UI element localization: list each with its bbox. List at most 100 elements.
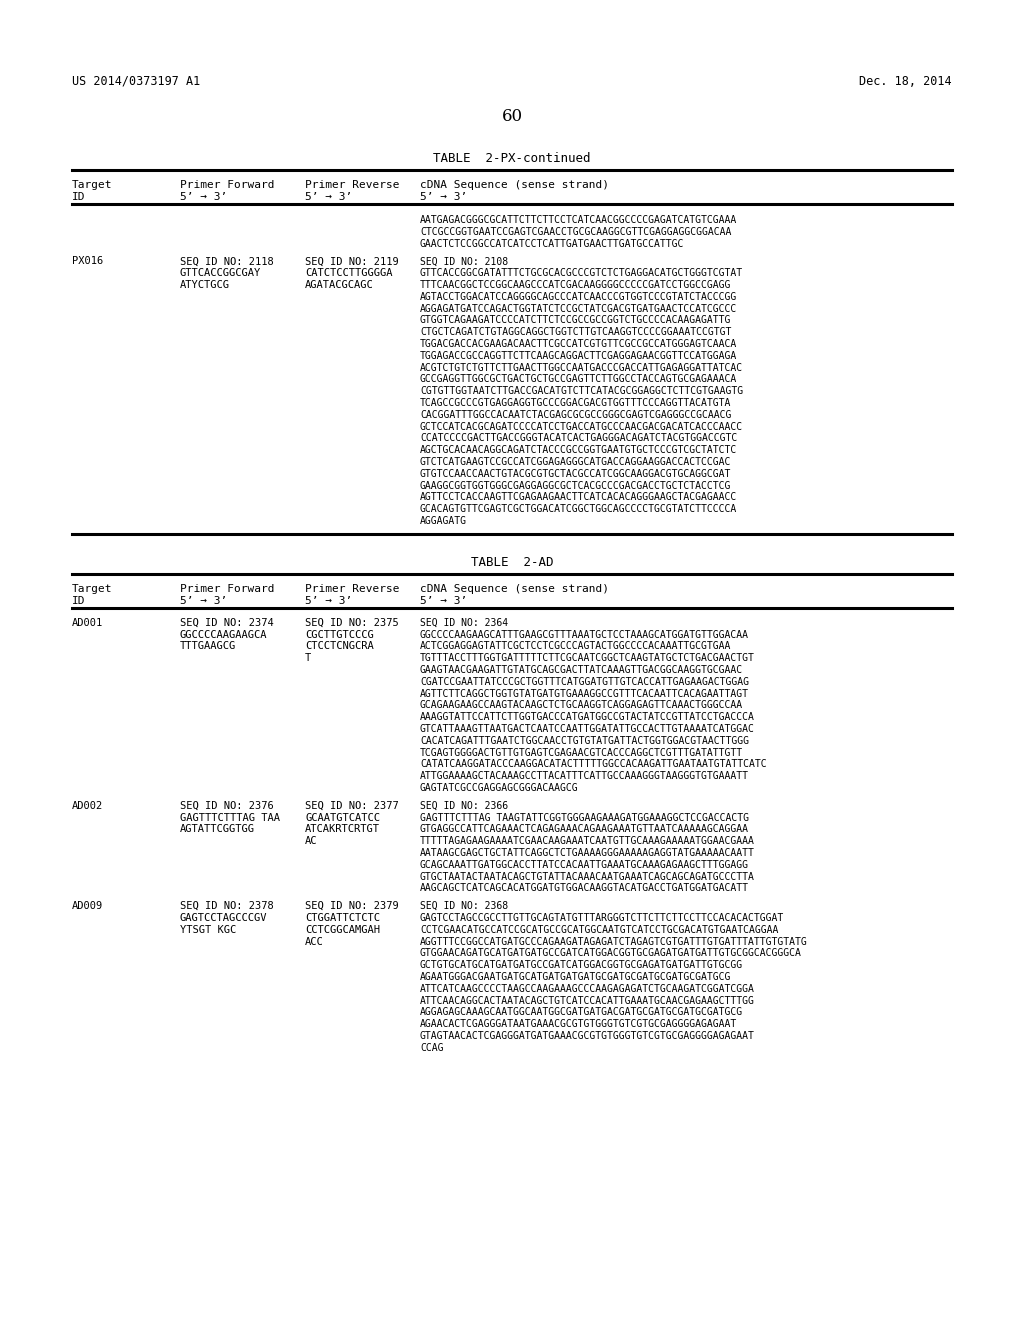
- Text: TGTTTACCTTTGGTGATTTTTCTTCGCAATCGGCTCAAGTATGCTCTGACGAACTGT: TGTTTACCTTTGGTGATTTTTCTTCGCAATCGGCTCAAGT…: [420, 653, 755, 663]
- Text: SEQ ID NO: 2375: SEQ ID NO: 2375: [305, 618, 398, 628]
- Text: ID: ID: [72, 595, 85, 606]
- Text: CTCCTCNGCRA: CTCCTCNGCRA: [305, 642, 374, 651]
- Text: ACGTCTGTCTGTTCTTGAACTTGGCCAATGACCCGACCATTGAGAGGATTATCAC: ACGTCTGTCTGTTCTTGAACTTGGCCAATGACCCGACCAT…: [420, 363, 743, 372]
- Text: GAGTCCTAGCCCGV: GAGTCCTAGCCCGV: [180, 913, 267, 923]
- Text: SEQ ID NO: 2379: SEQ ID NO: 2379: [305, 902, 398, 911]
- Text: SEQ ID NO: 2366: SEQ ID NO: 2366: [420, 801, 508, 810]
- Text: AGTATTCGGTGG: AGTATTCGGTGG: [180, 825, 255, 834]
- Text: Primer Reverse: Primer Reverse: [305, 583, 399, 594]
- Text: SEQ ID NO: 2118: SEQ ID NO: 2118: [180, 256, 273, 267]
- Text: ACTCGGAGGAGTATTCGCTCCTCGCCCAGTACTGGCCCCACAAATTGCGTGAA: ACTCGGAGGAGTATTCGCTCCTCGCCCAGTACTGGCCCCA…: [420, 642, 731, 651]
- Text: YTSGT KGC: YTSGT KGC: [180, 925, 237, 935]
- Text: CCATCCCCGACTTGACCGGGTACATCACTGAGGGACAGATCTACGTGGACCGTC: CCATCCCCGACTTGACCGGGTACATCACTGAGGGACAGAT…: [420, 433, 737, 444]
- Text: 5’ → 3’: 5’ → 3’: [420, 595, 467, 606]
- Text: SEQ ID NO: 2119: SEQ ID NO: 2119: [305, 256, 398, 267]
- Text: PX016: PX016: [72, 256, 103, 267]
- Text: GCAATGTCATCC: GCAATGTCATCC: [305, 813, 380, 822]
- Text: 60: 60: [502, 108, 522, 125]
- Text: TCGAGTGGGGACTGTTGTGAGTCGAGAACGTCACCCAGGCTCGTTTGATATTGTT: TCGAGTGGGGACTGTTGTGAGTCGAGAACGTCACCCAGGC…: [420, 747, 743, 758]
- Text: CTCGCCGGTGAATCCGAGTCGAACCTGCGCAAGGCGTTCGAGGAGGCGGACAA: CTCGCCGGTGAATCCGAGTCGAACCTGCGCAAGGCGTTCG…: [420, 227, 731, 236]
- Text: GTCATTAAAGTTAATGACTCAATCCAATTGGATATTGCCACTTGTAAAATCATGGAC: GTCATTAAAGTTAATGACTCAATCCAATTGGATATTGCCA…: [420, 723, 755, 734]
- Text: 5’ → 3’: 5’ → 3’: [180, 191, 227, 202]
- Text: CCTCGAACATGCCATCCGCATGCCGCATGGCAATGTCATCCTGCGACATGTGAATCAGGAA: CCTCGAACATGCCATCCGCATGCCGCATGGCAATGTCATC…: [420, 925, 778, 935]
- Text: CTGGATTCTCTC: CTGGATTCTCTC: [305, 913, 380, 923]
- Text: 5’ → 3’: 5’ → 3’: [305, 595, 352, 606]
- Text: GAGTATCGCCGAGGAGCGGGACAAGCG: GAGTATCGCCGAGGAGCGGGACAAGCG: [420, 783, 579, 793]
- Text: 5’ → 3’: 5’ → 3’: [420, 191, 467, 202]
- Text: TTTCAACGGCTCCGGCAAGCCCATCGACAAGGGGCCCCCGATCCTGGCCGAGG: TTTCAACGGCTCCGGCAAGCCCATCGACAAGGGGCCCCCG…: [420, 280, 731, 290]
- Text: SEQ ID NO: 2376: SEQ ID NO: 2376: [180, 801, 273, 810]
- Text: Dec. 18, 2014: Dec. 18, 2014: [859, 75, 952, 88]
- Text: AGAATGGGACGAATGATGCATGATGATGATGCGATGCGATGCGATGCGATGCG: AGAATGGGACGAATGATGCATGATGATGATGCGATGCGAT…: [420, 972, 731, 982]
- Text: CACATCAGATTTGAATCTGGCAACCTGTGTATGATTACTGGTGGACGTAACTTGGG: CACATCAGATTTGAATCTGGCAACCTGTGTATGATTACTG…: [420, 735, 749, 746]
- Text: AGTTCCTCACCAAGTTCGAGAAGAACTTCATCACACAGGGAAGCTACGAGAACC: AGTTCCTCACCAAGTTCGAGAAGAACTTCATCACACAGGG…: [420, 492, 737, 503]
- Text: GTAGTAACACTCGAGGGATGATGAAACGCGTGTGGGTGTCGTGCGAGGGGAGAGAAT: GTAGTAACACTCGAGGGATGATGAAACGCGTGTGGGTGTC…: [420, 1031, 755, 1041]
- Text: GTTCACCGGCGAY: GTTCACCGGCGAY: [180, 268, 261, 279]
- Text: AGGAGATG: AGGAGATG: [420, 516, 467, 525]
- Text: CATATCAAGGATACCCAAGGACATACTTTTTGGCCACAAGATTGAATAATGTATTCATC: CATATCAAGGATACCCAAGGACATACTTTTTGGCCACAAG…: [420, 759, 767, 770]
- Text: AGGAGAGCAAAGCAATGGCAATGGCGATGATGACGATGCGATGCGATGCGATGCG: AGGAGAGCAAAGCAATGGCAATGGCGATGATGACGATGCG…: [420, 1007, 743, 1018]
- Text: GAAGTAACGAAGATTGTATGCAGCGACTTATCAAAGTTGACGGCAAGGTGCGAAC: GAAGTAACGAAGATTGTATGCAGCGACTTATCAAAGTTGA…: [420, 665, 743, 675]
- Text: SEQ ID NO: 2377: SEQ ID NO: 2377: [305, 801, 398, 810]
- Text: ATTCATCAAGCCCCTAAGCCAAGAAAGCCCAAGAGAGATCTGCAAGATCGGATCGGA: ATTCATCAAGCCCCTAAGCCAAGAAAGCCCAAGAGAGATC…: [420, 983, 755, 994]
- Text: AGCTGCACAACAGGCAGATCTACCCGCCGGTGAATGTGCTCCCGTCGCTATCTC: AGCTGCACAACAGGCAGATCTACCCGCCGGTGAATGTGCT…: [420, 445, 737, 455]
- Text: AGGAGATGATCCAGACTGGTATCTCCGCTATCGACGTGATGAACTCCATCGCCC: AGGAGATGATCCAGACTGGTATCTCCGCTATCGACGTGAT…: [420, 304, 737, 314]
- Text: CCAG: CCAG: [420, 1043, 443, 1053]
- Text: CCTCGGCAMGAH: CCTCGGCAMGAH: [305, 925, 380, 935]
- Text: TCAGCCGCCCGTGAGGAGGTGCCCGGACGACGTGGTTTCCCAGGTTACATGTA: TCAGCCGCCCGTGAGGAGGTGCCCGGACGACGTGGTTTCC…: [420, 399, 731, 408]
- Text: GCAGAAGAAGCCAAGTACAAGCTCTGCAAGGTCAGGAGAGTTCAAACTGGGCCAA: GCAGAAGAAGCCAAGTACAAGCTCTGCAAGGTCAGGAGAG…: [420, 701, 743, 710]
- Text: AGTACCTGGACATCCAGGGGCAGCCCATCAACCCGTGGTCCCGTATCTACCCGG: AGTACCTGGACATCCAGGGGCAGCCCATCAACCCGTGGTC…: [420, 292, 737, 302]
- Text: TGGAGACCGCCAGGTTCTTCAAGCAGGACTTCGAGGAGAACGGTTCCATGGAGA: TGGAGACCGCCAGGTTCTTCAAGCAGGACTTCGAGGAGAA…: [420, 351, 737, 360]
- Text: AD002: AD002: [72, 801, 103, 810]
- Text: GTGAGGCCATTCAGAAACTCAGAGAAACAGAAGAAATGTTAATCAAAAAGCAGGAA: GTGAGGCCATTCAGAAACTCAGAGAAACAGAAGAAATGTT…: [420, 825, 749, 834]
- Text: GAGTTTCTTTAG TAAGTATTCGGTGGGAAGAAAGATGGAAAGGCTCCGACCACTG: GAGTTTCTTTAG TAAGTATTCGGTGGGAAGAAAGATGGA…: [420, 813, 749, 822]
- Text: ATTCAACAGGCACTAATACAGCTGTCATCCACATTGAAATGCAACGAGAAGCTTTGG: ATTCAACAGGCACTAATACAGCTGTCATCCACATTGAAAT…: [420, 995, 755, 1006]
- Text: TABLE  2-PX-continued: TABLE 2-PX-continued: [433, 152, 591, 165]
- Text: GTGGTCAGAAGATCCCCATCTTCTCCGCCGCCGGTCTGCCCCACAAGAGATTG: GTGGTCAGAAGATCCCCATCTTCTCCGCCGCCGGTCTGCC…: [420, 315, 731, 326]
- Text: Primer Forward: Primer Forward: [180, 180, 274, 190]
- Text: AATGAGACGGGCGCATTCTTCTTCCTCATCAACGGCCCCGAGATCATGTCGAAA: AATGAGACGGGCGCATTCTTCTTCCTCATCAACGGCCCCG…: [420, 215, 737, 224]
- Text: GAAGGCGGTGGTGGGCGAGGAGGCGCTCACGCCCGACGACCTGCTCTACCTCG: GAAGGCGGTGGTGGGCGAGGAGGCGCTCACGCCCGACGAC…: [420, 480, 731, 491]
- Text: AGATACGCAGC: AGATACGCAGC: [305, 280, 374, 290]
- Text: Target: Target: [72, 180, 113, 190]
- Text: CATCTCCTTGGGGA: CATCTCCTTGGGGA: [305, 268, 392, 279]
- Text: GAGTCCTAGCCGCCTTGTTGCAGTATGTTTARGGGTCTTCTTCTTCCTTCCACACACTGGAT: GAGTCCTAGCCGCCTTGTTGCAGTATGTTTARGGGTCTTC…: [420, 913, 784, 923]
- Text: AGTTCTTCAGGCTGGTGTATGATGTGAAAGGCCGTTTCACAATTCACAGAATTAGT: AGTTCTTCAGGCTGGTGTATGATGTGAAAGGCCGTTTCAC…: [420, 689, 749, 698]
- Text: ID: ID: [72, 191, 85, 202]
- Text: SEQ ID NO: 2364: SEQ ID NO: 2364: [420, 618, 508, 628]
- Text: CGTGTTGGTAATCTTGACCGACATGTCTTCATACGCGGAGGCTCTTCGTGAAGTG: CGTGTTGGTAATCTTGACCGACATGTCTTCATACGCGGAG…: [420, 387, 743, 396]
- Text: GGCCCCAAGAAGCATTTGAAGCGTTTAAATGCTCCTAAAGCATGGATGTTGGACAA: GGCCCCAAGAAGCATTTGAAGCGTTTAAATGCTCCTAAAG…: [420, 630, 749, 640]
- Text: GTGGAACAGATGCATGATGATGCCGATCATGGACGGTGCGAGATGATGATTGTGCGGCACGGGCA: GTGGAACAGATGCATGATGATGCCGATCATGGACGGTGCG…: [420, 948, 802, 958]
- Text: GCCGAGGTTGGCGCTGACTGCTGCCGAGTTCTTGGCCTACCAGTGCGAGAAACA: GCCGAGGTTGGCGCTGACTGCTGCCGAGTTCTTGGCCTAC…: [420, 375, 737, 384]
- Text: SEQ ID NO: 2374: SEQ ID NO: 2374: [180, 618, 273, 628]
- Text: CGCTTGTCCCG: CGCTTGTCCCG: [305, 630, 374, 640]
- Text: AAAGGTATTCCATTCTTGGTGACCCATGATGGCCGTACTATCCGTTATCCTGACCCA: AAAGGTATTCCATTCTTGGTGACCCATGATGGCCGTACTA…: [420, 713, 755, 722]
- Text: TTTTTAGAGAAGAAAATCGAACAAGAAATCAATGTTGCAAAGAAAAATGGAACGAAA: TTTTTAGAGAAGAAAATCGAACAAGAAATCAATGTTGCAA…: [420, 836, 755, 846]
- Text: GCTCCATCACGCAGATCCCCATCCTGACCATGCCCAACGACGACATCACCCAACC: GCTCCATCACGCAGATCCCCATCCTGACCATGCCCAACGA…: [420, 421, 743, 432]
- Text: CACGGATTTGGCCACAATCTACGAGCGCGCCGGGCGAGTCGAGGGCCGCAACG: CACGGATTTGGCCACAATCTACGAGCGCGCCGGGCGAGTC…: [420, 409, 731, 420]
- Text: SEQ ID NO: 2108: SEQ ID NO: 2108: [420, 256, 508, 267]
- Text: AGAACACTCGAGGGATAATGAAACGCGTGTGGGTGTCGTGCGAGGGGAGAGAAT: AGAACACTCGAGGGATAATGAAACGCGTGTGGGTGTCGTG…: [420, 1019, 737, 1030]
- Text: GCTGTGCATGCATGATGATGCCGATCATGGACGGTGCGAGATGATGATTGTGCGG: GCTGTGCATGCATGATGATGCCGATCATGGACGGTGCGAG…: [420, 960, 743, 970]
- Text: GCACAGTGTTCGAGTCGCTGGACATCGGCTGGCAGCCCCTGCGTATCTTCCCCA: GCACAGTGTTCGAGTCGCTGGACATCGGCTGGCAGCCCCT…: [420, 504, 737, 515]
- Text: GAACTCTCCGGCCATCATCCTCATTGATGAACTTGATGCCATTGC: GAACTCTCCGGCCATCATCCTCATTGATGAACTTGATGCC…: [420, 239, 684, 248]
- Text: AGGTTTCCGGCCATGATGCCCAGAAGATAGAGATCTAGAGTCGTGATTTGTGATTTATTGTGTATG: AGGTTTCCGGCCATGATGCCCAGAAGATAGAGATCTAGAG…: [420, 937, 808, 946]
- Text: SEQ ID NO: 2368: SEQ ID NO: 2368: [420, 902, 508, 911]
- Text: ATTGGAAAAGCTACAAAGCCTTACATTTCATTGCCAAAGGGTAAGGGTGTGAAATT: ATTGGAAAAGCTACAAAGCCTTACATTTCATTGCCAAAGG…: [420, 771, 749, 781]
- Text: TABLE  2-AD: TABLE 2-AD: [471, 556, 553, 569]
- Text: 5’ → 3’: 5’ → 3’: [180, 595, 227, 606]
- Text: GTGTCCAACCAACTGTACGCGTGCTACGCCATCGGCAAGGACGTGCAGGCGAT: GTGTCCAACCAACTGTACGCGTGCTACGCCATCGGCAAGG…: [420, 469, 731, 479]
- Text: 5’ → 3’: 5’ → 3’: [305, 191, 352, 202]
- Text: AC: AC: [305, 836, 317, 846]
- Text: TTTGAAGCG: TTTGAAGCG: [180, 642, 237, 651]
- Text: Target: Target: [72, 583, 113, 594]
- Text: GAGTTTCTTTAG TAA: GAGTTTCTTTAG TAA: [180, 813, 280, 822]
- Text: AAGCAGCTCATCAGCACATGGATGTGGACAAGGTACATGACCTGATGGATGACATT: AAGCAGCTCATCAGCACATGGATGTGGACAAGGTACATGA…: [420, 883, 749, 894]
- Text: Primer Forward: Primer Forward: [180, 583, 274, 594]
- Text: ACC: ACC: [305, 937, 324, 946]
- Text: TGGACGACCACGAAGACAACTTCGCCATCGTGTTCGCCGCCATGGGAGTCAACA: TGGACGACCACGAAGACAACTTCGCCATCGTGTTCGCCGC…: [420, 339, 737, 348]
- Text: ATCAKRTCRTGT: ATCAKRTCRTGT: [305, 825, 380, 834]
- Text: US 2014/0373197 A1: US 2014/0373197 A1: [72, 75, 201, 88]
- Text: T: T: [305, 653, 311, 663]
- Text: CGATCCGAATTATCCCGCTGGTTTCATGGATGTTGTCACCATTGAGAAGACTGGAG: CGATCCGAATTATCCCGCTGGTTTCATGGATGTTGTCACC…: [420, 677, 749, 686]
